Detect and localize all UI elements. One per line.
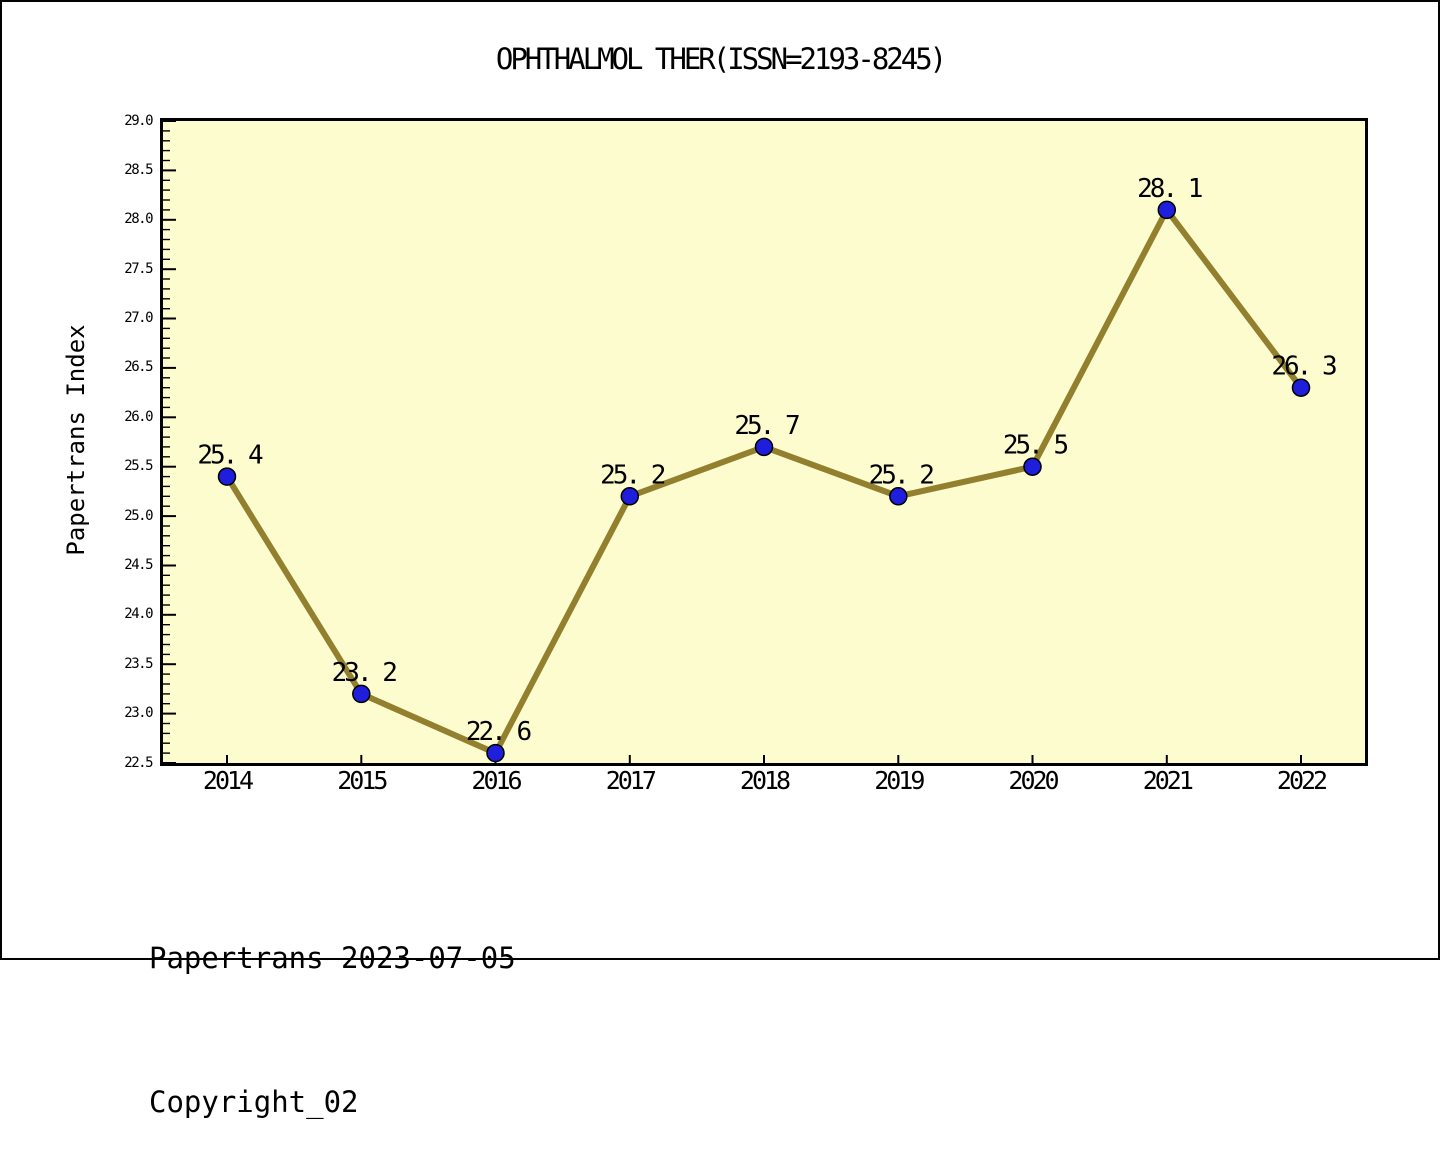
y-tick-label: 29.0 (124, 112, 153, 129)
y-tick-label: 25.0 (124, 507, 153, 524)
x-tick-label: 2020 (1008, 766, 1059, 795)
y-axis-tick-labels: 22.5 23.0 23.5 24.0 24.5 25.0 25.5 26.0 26.5 27.0… (88, 113, 153, 771)
x-tick-label: 2016 (471, 766, 522, 795)
chart-title: OPHTHALMOL THER(ISSN=2193-8245) (495, 42, 947, 76)
y-tick-label: 23.5 (124, 655, 153, 672)
data-point-marker[interactable] (620, 487, 640, 506)
y-tick-label: 27.5 (124, 260, 153, 277)
y-tick-label: 24.5 (124, 557, 153, 573)
y-tick-label: 26.0 (124, 408, 153, 425)
data-point-marker[interactable] (754, 437, 774, 457)
chart-page: { "title": "OPHTHALMOL THER(ISSN=2193-82… (0, 0, 1440, 1119)
y-axis-title: Papertrans Index (62, 324, 90, 556)
y-tick-label: 27.0 (124, 310, 153, 326)
data-point-marker[interactable] (1291, 378, 1311, 397)
y-tick-label: 25.5 (124, 458, 153, 475)
data-point-label: 25. 7 (734, 411, 799, 441)
y-tick-label: 28.0 (124, 211, 153, 228)
chart-canvas: 25. 4 23. 2 22. 6 25. 2 25. 7 25. 2 25. 5 28. 1… (163, 121, 1339, 763)
plot-area: 25. 4 23. 2 22. 6 25. 2 25. 7 25. 2 25. 5 28. 1… (160, 118, 1368, 766)
data-point-label: 28. 1 (1137, 174, 1202, 204)
data-point-label: 23. 2 (332, 658, 397, 688)
data-point-marker[interactable] (486, 743, 505, 763)
y-tick-label: 26.5 (124, 359, 153, 376)
data-point-marker[interactable] (889, 487, 908, 506)
data-point-marker[interactable] (352, 684, 371, 704)
data-point-label: 25. 2 (600, 460, 665, 490)
x-tick-label: 2015 (337, 766, 388, 795)
x-tick-label: 2014 (202, 766, 254, 795)
y-tick-label: 22.5 (124, 754, 153, 771)
x-tick-label: 2018 (739, 766, 791, 795)
data-point-marker[interactable] (217, 467, 237, 486)
data-point-label: 25. 5 (1003, 431, 1068, 461)
x-tick-label: 2017 (605, 766, 657, 795)
y-tick-label: 28.5 (124, 161, 153, 178)
y-tick-label: 24.0 (124, 606, 153, 623)
data-point-marker[interactable] (1157, 200, 1177, 220)
y-tick-label: 23.0 (124, 705, 153, 722)
x-axis-tick-labels: 2014 2015 2016 2017 2018 2019 2020 2021 2022 (160, 767, 1368, 799)
x-tick-label: 2021 (1142, 766, 1194, 795)
chart-footer: Papertrans 2023-07-05 Copyright_02 (149, 838, 516, 1174)
footer-source-date: Papertrans 2023-07-05 (149, 941, 516, 975)
data-point-marker[interactable] (1023, 457, 1042, 476)
data-point-label: 25. 4 (197, 441, 263, 471)
data-point-label: 22. 6 (466, 717, 531, 747)
data-point-label: 26. 3 (1271, 352, 1336, 382)
footer-copyright: Copyright_02 (149, 1085, 359, 1119)
data-point-label: 25. 2 (869, 460, 934, 490)
x-tick-label: 2019 (874, 766, 925, 795)
x-tick-label: 2022 (1276, 766, 1328, 795)
